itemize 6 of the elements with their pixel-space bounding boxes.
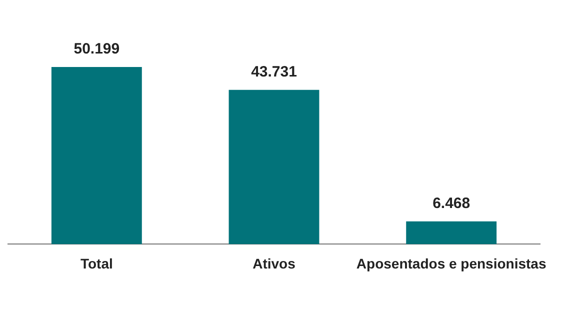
- data-label: 6.468: [432, 195, 470, 212]
- data-label: 50.199: [74, 40, 120, 58]
- x-tick-label: Ativos: [252, 255, 296, 272]
- data-label: 43.731: [251, 63, 297, 80]
- x-tick-label: Aposentados e pensionistas: [356, 255, 546, 272]
- x-tick-label: Total: [80, 255, 113, 272]
